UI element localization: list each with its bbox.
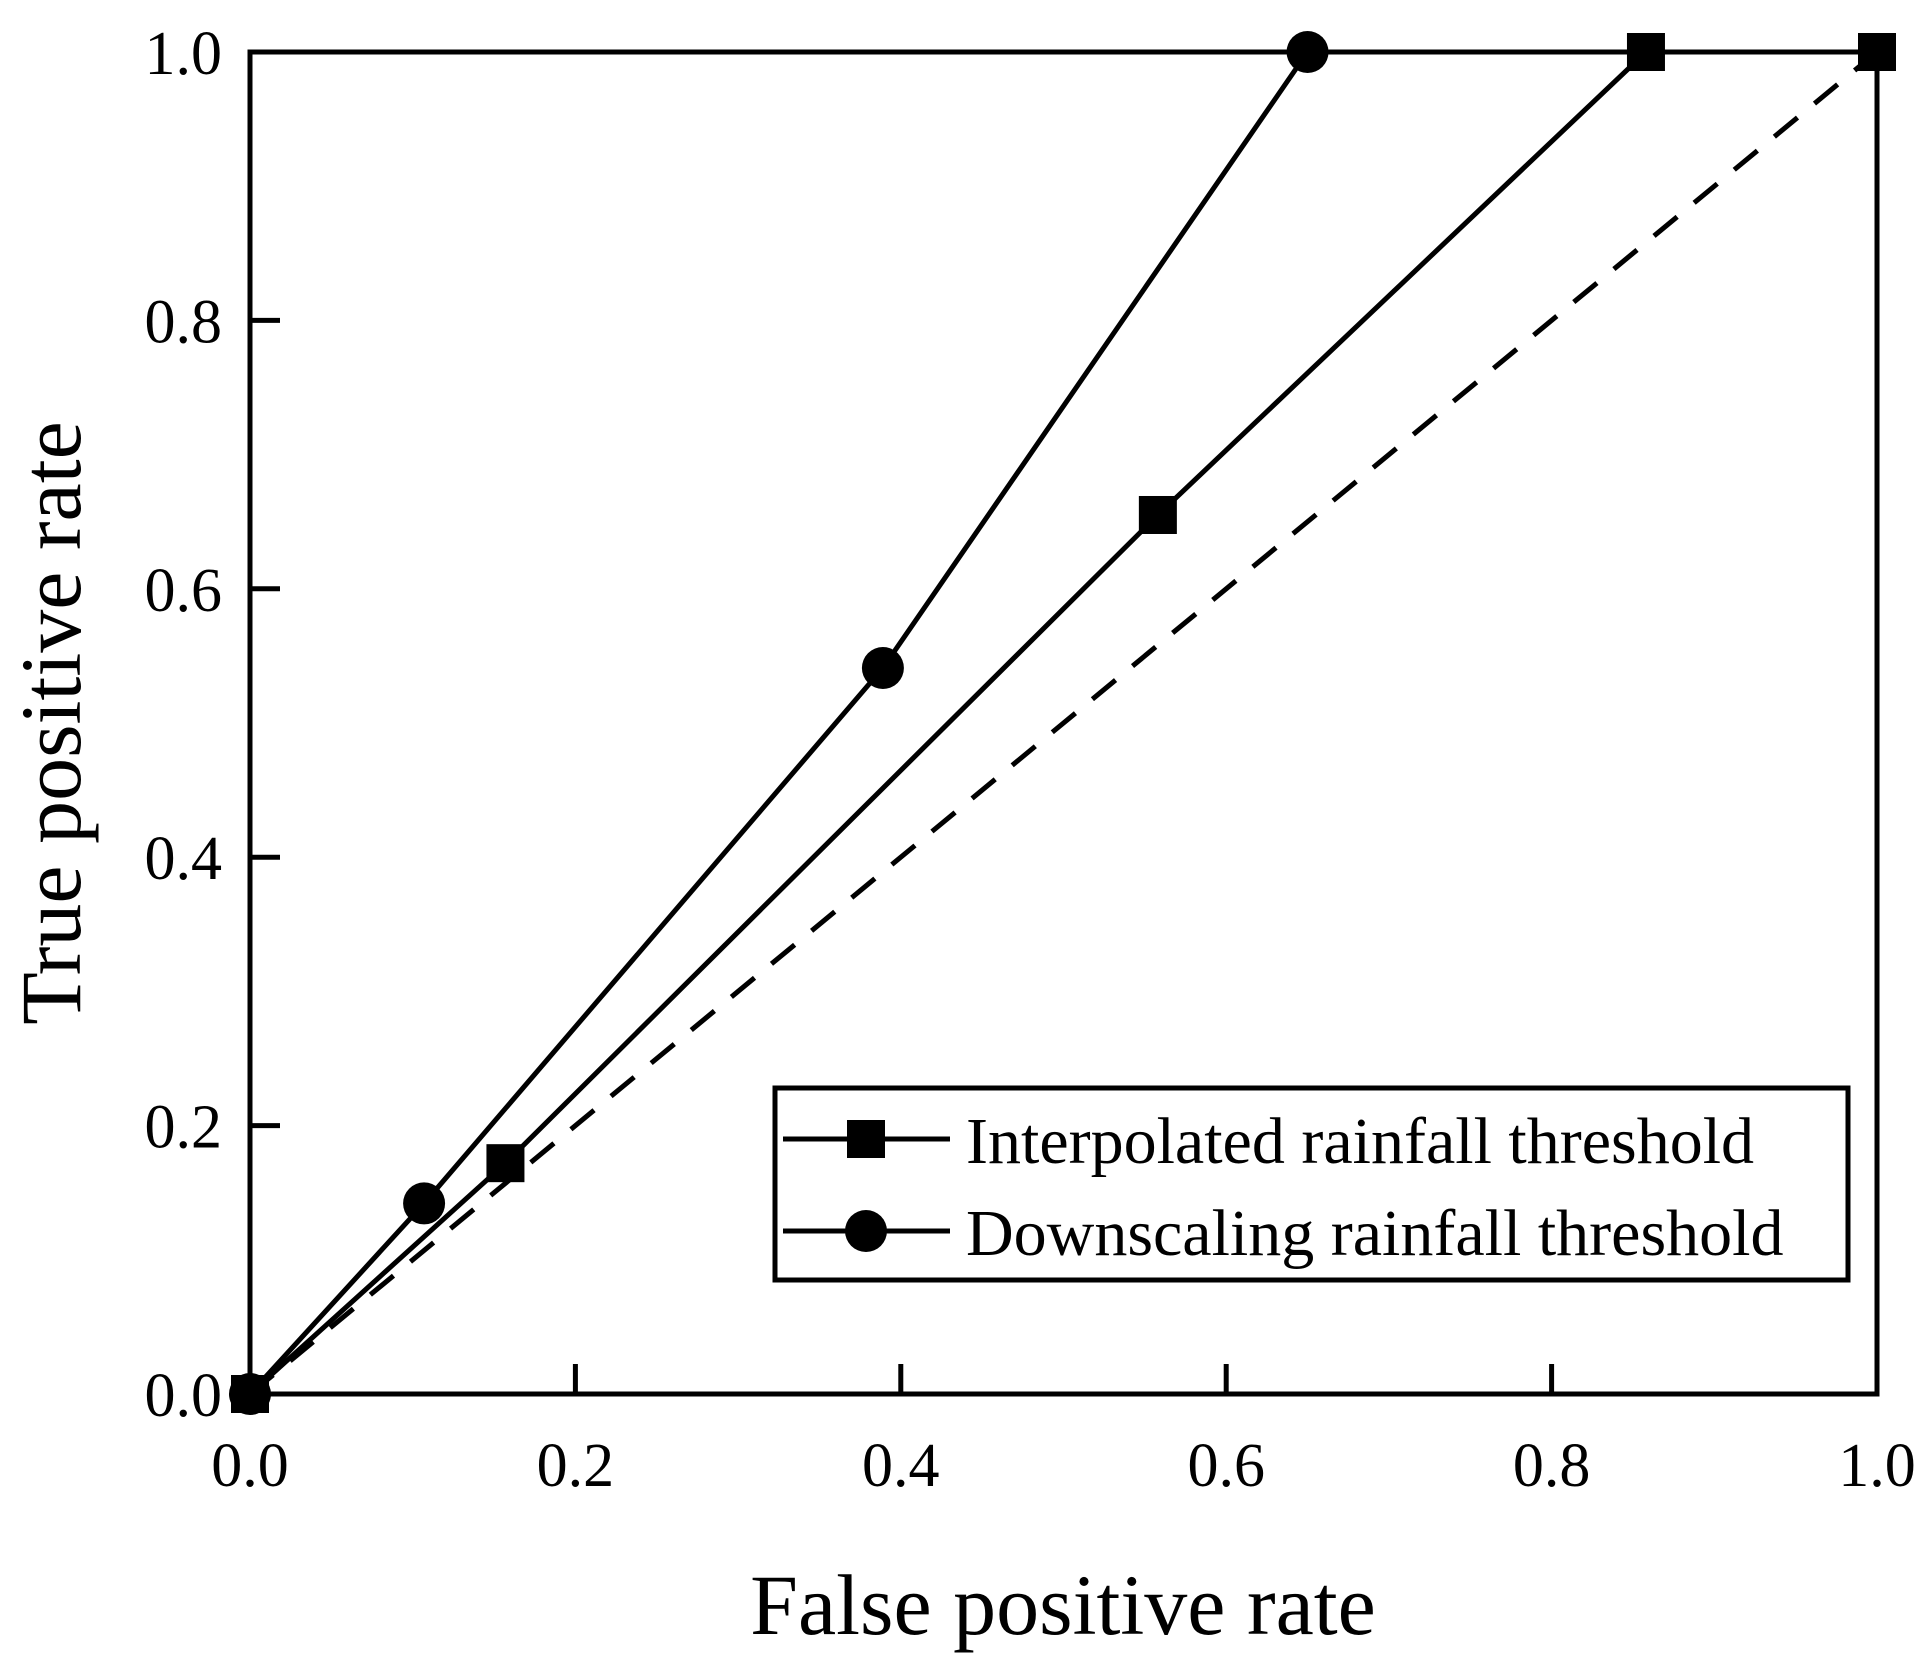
legend: Interpolated rainfall threshold Downscali… [772, 1085, 1851, 1283]
y-tick-label: 0.4 [145, 825, 223, 893]
series-line [248, 50, 1310, 1396]
x-axis-title: False positive rate [750, 1557, 1376, 1653]
x-tick-label: 0.4 [862, 1432, 940, 1500]
y-tick-label: 0.6 [145, 557, 223, 625]
y-tick-label: 0.0 [145, 1362, 223, 1430]
x-axis-ticks: 0.0 0.2 0.4 0.6 0.8 1.0 [211, 1364, 1916, 1500]
legend-item: Downscaling rainfall threshold [783, 1197, 1783, 1270]
legend-square-marker [847, 1120, 885, 1158]
legend-label: Interpolated rainfall threshold [966, 1105, 1754, 1178]
x-tick-label: 1.0 [1838, 1432, 1916, 1500]
x-tick-label: 0.6 [1187, 1432, 1265, 1500]
legend-circle-marker [845, 1210, 887, 1252]
legend-item: Interpolated rainfall threshold [783, 1105, 1754, 1178]
y-axis-title: True positive rate [3, 421, 99, 1025]
y-tick-label: 0.8 [145, 288, 223, 356]
plot-frame [247, 49, 1880, 1397]
x-tick-label: 0.0 [211, 1432, 289, 1500]
legend-items: Interpolated rainfall threshold Downscali… [783, 1105, 1783, 1270]
y-tick-label: 0.2 [145, 1094, 223, 1162]
data-point-square [1138, 495, 1177, 534]
reference-diagonal [248, 50, 1879, 1396]
data-point-circle [861, 646, 904, 689]
data-point-circle [403, 1182, 446, 1225]
x-tick-label: 0.8 [1513, 1432, 1591, 1500]
reference-line [248, 50, 1879, 1396]
y-tick-label: 1.0 [145, 20, 223, 88]
data-point-square [486, 1144, 525, 1183]
x-tick-label: 0.2 [537, 1432, 615, 1500]
legend-box [772, 1085, 1851, 1283]
y-axis-ticks: 0.0 0.2 0.4 0.6 0.8 1.0 [145, 20, 280, 1430]
legend-label: Downscaling rainfall threshold [966, 1197, 1783, 1270]
